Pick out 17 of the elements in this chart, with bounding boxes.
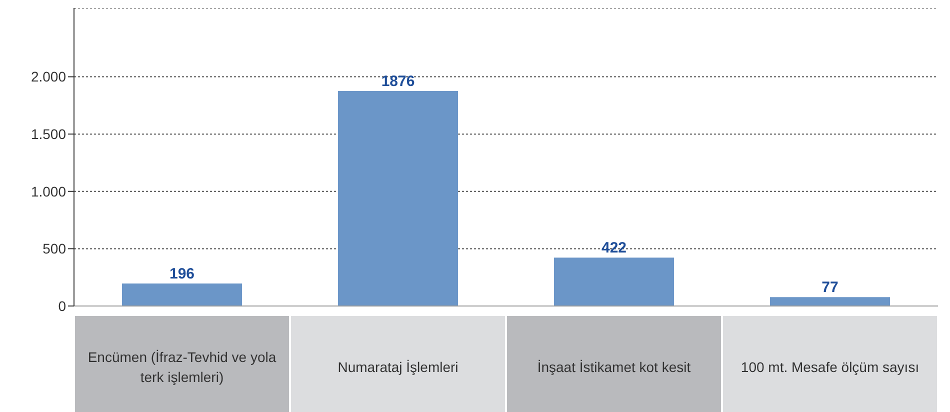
y-tick-label: 1.500 (30, 126, 66, 142)
y-tick-label: 0 (58, 298, 66, 314)
bar (122, 284, 242, 306)
x-tick-label: İnşaat İstikamet kot kesit (536, 358, 692, 377)
bar (554, 258, 674, 306)
y-tick-label: 2.000 (30, 68, 66, 85)
data-label: 196 (169, 266, 195, 283)
data-label: 1876 (381, 72, 415, 90)
y-tick-label: 1.000 (30, 183, 66, 200)
data-label: 422 (601, 240, 627, 257)
data-label: 77 (822, 279, 838, 296)
x-tick-label: 100 mt. Mesafe ölçüm sayısı (740, 358, 920, 377)
bar (770, 297, 890, 306)
bar (338, 90, 458, 306)
x-tick-label: Encümen (İfraz-Tevhid ve yola terk işlemleri) (86, 348, 278, 387)
x-tick-label: Numarataj İşlemleri (336, 358, 460, 377)
y-tick-label: 500 (42, 240, 66, 257)
